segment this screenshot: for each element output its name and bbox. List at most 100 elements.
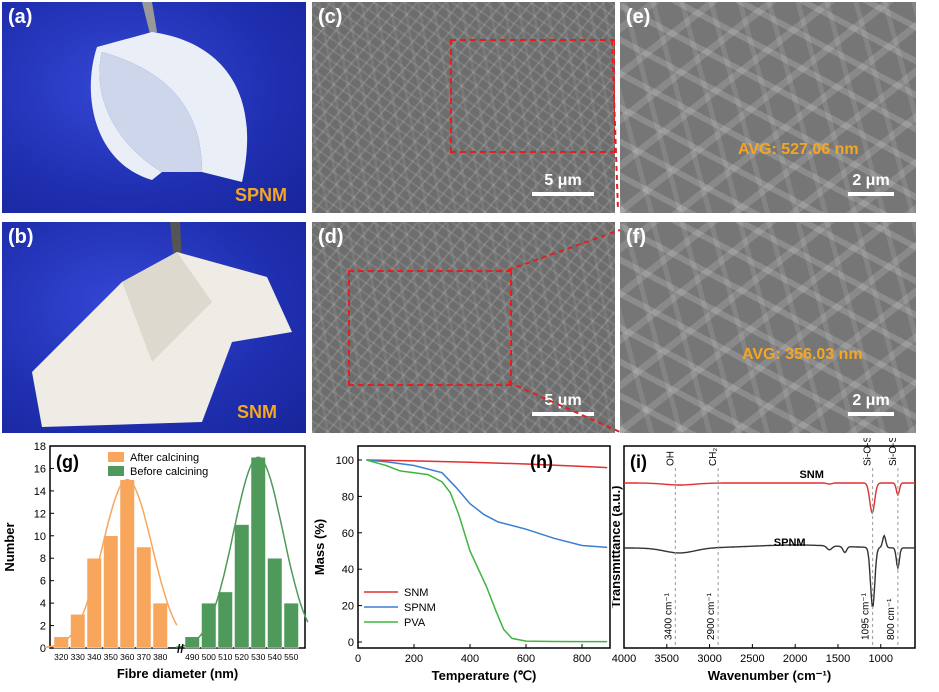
- x-tick-label: 540: [268, 652, 282, 662]
- chart-i: 4000 3500 3000 2500 2000 1500 1000 SNM SPNM OH 340…: [612, 438, 916, 683]
- x-tick-label: 490: [185, 652, 199, 662]
- histogram-bar: [136, 546, 152, 649]
- x-axis-label: Fibre diameter (nm): [117, 666, 238, 681]
- histogram-bar: [70, 614, 86, 649]
- fit-curve: [175, 456, 309, 649]
- y-axis-label: Number: [2, 522, 17, 571]
- sem-panel-d: (d) 5 μm: [312, 222, 615, 433]
- x-tick-label: 1000: [869, 653, 893, 665]
- y-tick-label: 20: [342, 601, 354, 613]
- y-tick-label: 16: [34, 463, 46, 475]
- series-line: [366, 459, 608, 549]
- series-line: [366, 459, 608, 643]
- scale-bar: 2 μm: [848, 172, 894, 196]
- panel-label: (a): [8, 6, 33, 28]
- x-tick-label: 340: [87, 652, 101, 662]
- peak-annotation: CH₂: [708, 448, 719, 466]
- histogram-bar: [152, 602, 168, 649]
- x-tick-label: 800: [573, 653, 591, 665]
- sample-label: SPNM: [235, 185, 288, 205]
- y-tick-label: 8: [40, 553, 46, 565]
- legend-swatch: [108, 452, 124, 462]
- histogram-bar: [217, 591, 233, 649]
- x-tick-label: 360: [120, 652, 134, 662]
- histogram-bar: [283, 602, 299, 649]
- x-tick-label: 380: [153, 652, 167, 662]
- y-tick-label: 4: [40, 598, 46, 610]
- legend-label: After calcining: [130, 452, 199, 464]
- y-tick-label: 18: [34, 441, 46, 453]
- x-tick-label: 0: [355, 653, 361, 665]
- histogram-bar: [119, 479, 135, 649]
- series-line: [366, 459, 608, 469]
- panel-label: (g): [56, 452, 79, 472]
- scale-bar: 5 μm: [532, 392, 594, 416]
- sem-panel-c: (c) 5 μm: [312, 2, 615, 213]
- x-tick-label: 350: [104, 652, 118, 662]
- peak-annotation: OH: [665, 451, 676, 466]
- x-axis-label: Wavenumber (cm⁻¹): [708, 668, 831, 683]
- average-diameter: AVG: 527.06 nm: [738, 141, 859, 158]
- panel-label: (i): [630, 452, 647, 472]
- x-tick-label: 400: [461, 653, 479, 665]
- y-tick-label: 2: [40, 621, 46, 633]
- plot-frame: [49, 445, 306, 649]
- panel-label: (e): [626, 6, 651, 28]
- x-tick-label: 550: [284, 652, 298, 662]
- x-tick-label: 510: [218, 652, 232, 662]
- sem-panel-f: (f) AVG: 356.03 nm 2 μm: [620, 222, 916, 433]
- histogram-bar: [103, 535, 119, 649]
- x-tick-label: 2000: [783, 653, 807, 665]
- histogram-bar: [267, 557, 283, 649]
- y-axis-label: Transmittance (a.u.): [612, 486, 623, 609]
- x-tick-label: 3000: [697, 653, 721, 665]
- legend-label: PVA: [404, 617, 426, 629]
- paper-sheet-spnm: [90, 2, 248, 182]
- y-tick-label: 14: [34, 486, 46, 498]
- sem-panel-e: (e) AVG: 527.06 nm 2 μm: [620, 2, 916, 213]
- x-tick-label: 1500: [826, 653, 850, 665]
- x-tick-label: 500: [202, 652, 216, 662]
- panel-label: (h): [530, 452, 553, 472]
- peak-annotation: Si-O-Si: [888, 438, 899, 466]
- photo-panel-b: (b) SNM: [2, 222, 306, 433]
- y-tick-label: 80: [342, 491, 354, 503]
- y-tick-label: 10: [34, 531, 46, 543]
- x-tick-label: 530: [251, 652, 265, 662]
- x-tick-label: 4000: [612, 653, 636, 665]
- series-label: SNM: [799, 469, 823, 481]
- plot-frame: [357, 445, 611, 649]
- y-tick-label: 12: [34, 508, 46, 520]
- x-tick-label: 600: [517, 653, 535, 665]
- photo-panel-a: (a) SPNM: [2, 2, 306, 213]
- x-tick-label: 520: [235, 652, 249, 662]
- y-tick-label: 0: [40, 643, 46, 655]
- legend-label: Before calcining: [130, 466, 208, 478]
- scale-bar: 2 μm: [848, 392, 894, 416]
- axis-break-mark: //: [177, 642, 184, 656]
- x-tick-label: 200: [405, 653, 423, 665]
- histogram-bar: [234, 524, 250, 649]
- average-diameter: AVG: 356.03 nm: [742, 346, 863, 363]
- peak-annotation: Si-O-Si: [863, 438, 874, 466]
- wavenumber-annotation: 1095 cm⁻¹: [861, 592, 872, 640]
- legend-label: SPNM: [404, 602, 436, 614]
- sample-label: SNM: [237, 402, 277, 422]
- series-line: [624, 534, 915, 607]
- panel-label: (b): [8, 226, 34, 248]
- x-tick-label: 2500: [740, 653, 764, 665]
- panel-label: (c): [318, 6, 343, 28]
- chart-h: 0 20 40 60 80 100 0 200 400 600 800 SNM SPNM PVA (h) Te…: [312, 445, 611, 683]
- paper-sheet-snm: [32, 222, 292, 427]
- x-axis-label: Temperature (℃): [432, 668, 537, 683]
- panel-label: (f): [626, 226, 646, 248]
- series-label: SPNM: [774, 537, 806, 549]
- histogram-bar: [86, 557, 102, 649]
- wavenumber-annotation: 3400 cm⁻¹: [663, 592, 674, 640]
- legend-label: SNM: [404, 587, 428, 599]
- y-tick-label: 40: [342, 564, 354, 576]
- x-tick-label: 320: [54, 652, 68, 662]
- plot-frame: [623, 445, 916, 649]
